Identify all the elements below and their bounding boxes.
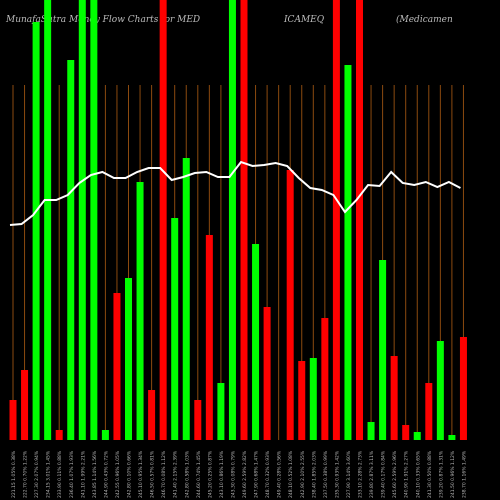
x-tick-label: 240.90 1.91% 2.27% — [404, 450, 410, 498]
x-tick-label: 233.90 0.11% 0.88% — [57, 450, 63, 498]
bar — [171, 218, 179, 440]
x-tick-label: 242.90 2.10% 2.55% — [300, 450, 306, 498]
chart-title: ICAMEQ — [283, 15, 325, 25]
x-tick-label: 242.55 0.96% 1.05% — [115, 450, 121, 498]
bar — [194, 400, 202, 440]
bar — [356, 0, 363, 440]
bar — [44, 0, 52, 440]
x-tick-label: 243.30 0.08% 0.79% — [230, 450, 236, 498]
chart-title: (Medicamen — [396, 14, 453, 25]
bar — [344, 65, 352, 440]
x-tick-label: 248.10 0.52% 1.08% — [288, 450, 294, 498]
x-tick-label: 239.20 0.87% 1.31% — [438, 450, 444, 498]
bar — [78, 0, 86, 440]
bar — [298, 361, 306, 440]
x-tick-label: 244.60 0.74% 1.45% — [196, 450, 202, 498]
x-tick-label: 237.50 0.38% 0.99% — [323, 450, 329, 498]
bar — [21, 370, 29, 440]
x-tick-label: 241.10 1.99% 2.21% — [80, 450, 86, 498]
bar — [402, 425, 410, 440]
bar — [113, 293, 121, 440]
chart-title: MunafaSutra Money Flow Charts for MED — [5, 15, 200, 25]
bar — [55, 430, 63, 440]
x-tick-label: 240.10 0.33% 0.65% — [415, 450, 421, 498]
x-tick-label: 245.20 0.25% 0.87% — [207, 450, 213, 498]
x-tick-label: 241.50 0.96% 1.12% — [450, 450, 456, 498]
x-tick-label: 249.60 2.59% 2.82% — [242, 450, 248, 498]
bar — [228, 0, 236, 440]
x-tick-label: 227.30 2.07% 0.94% — [34, 450, 40, 498]
bar — [367, 422, 375, 440]
bar — [379, 260, 387, 440]
bar — [332, 0, 340, 440]
bar — [125, 278, 132, 440]
x-tick-label: 222.70 0.70% 1.22% — [23, 450, 29, 498]
bar — [148, 390, 156, 440]
x-tick-label: 244.90 0.43% 0.72% — [103, 450, 109, 498]
x-tick-label: 242.80 0.58% 1.03% — [184, 450, 190, 498]
bar — [205, 235, 213, 440]
bar — [90, 0, 98, 440]
price-line — [9, 160, 461, 226]
x-tick-label: 246.50 0.57% 0.81% — [150, 450, 156, 498]
x-tick-label: 248.70 0.32% 0.93% — [265, 450, 271, 498]
bar — [67, 60, 75, 440]
bar — [252, 244, 260, 440]
x-tick-label: 234.15 3.01% 1.45% — [46, 450, 52, 498]
x-tick-label: 233.10 2.28% 2.73% — [358, 450, 364, 498]
bar — [459, 337, 467, 440]
bar — [136, 182, 144, 440]
x-tick-label: 246.70 0.08% 1.12% — [161, 450, 167, 498]
x-tick-label: 247.90 0.68% 1.47% — [254, 450, 260, 498]
bar — [182, 158, 190, 440]
x-tick-label: 238.40 1.85% 2.03% — [311, 450, 317, 498]
x-tick-label: 249.40 0.28% 0.56% — [277, 450, 283, 498]
x-tick-label: 221.15 1.05% 0.38% — [11, 450, 17, 498]
x-tick-label: 238.70 1.16% 1.49% — [461, 450, 467, 498]
bar — [9, 400, 17, 440]
bar — [240, 0, 248, 440]
x-tick-label: 235.30 0.93% 1.42% — [334, 450, 340, 498]
x-tick-label: 243.10 0.86% 1.19% — [219, 450, 225, 498]
bar — [436, 341, 444, 440]
x-tick-label: 241.40 2.15% 2.39% — [173, 450, 179, 498]
bar — [413, 432, 421, 440]
bar — [425, 383, 433, 440]
bar — [448, 435, 456, 440]
x-tick-label: 239.40 0.17% 0.84% — [381, 450, 387, 498]
bar — [321, 318, 329, 440]
bar — [101, 430, 109, 440]
x-tick-label: 236.40 1.07% 1.93% — [69, 450, 75, 498]
bar — [217, 383, 225, 440]
bar — [286, 170, 294, 440]
bar — [309, 358, 317, 440]
x-tick-label: 227.90 3.14% 3.60% — [346, 450, 352, 498]
x-tick-label: 245.10 0.95% 1.34% — [138, 450, 144, 498]
bar — [390, 356, 398, 440]
bar — [263, 307, 271, 440]
bar — [32, 22, 40, 440]
x-tick-label: 241.30 0.50% 0.88% — [427, 450, 433, 498]
x-tick-label: 243.85 1.14% 1.56% — [92, 450, 98, 498]
x-tick-label: 242.80 0.10% 0.66% — [127, 450, 133, 498]
x-tick-label: 239.80 2.87% 3.11% — [369, 450, 375, 498]
bar — [159, 0, 167, 440]
x-tick-label: 245.60 2.59% 2.96% — [392, 450, 398, 498]
